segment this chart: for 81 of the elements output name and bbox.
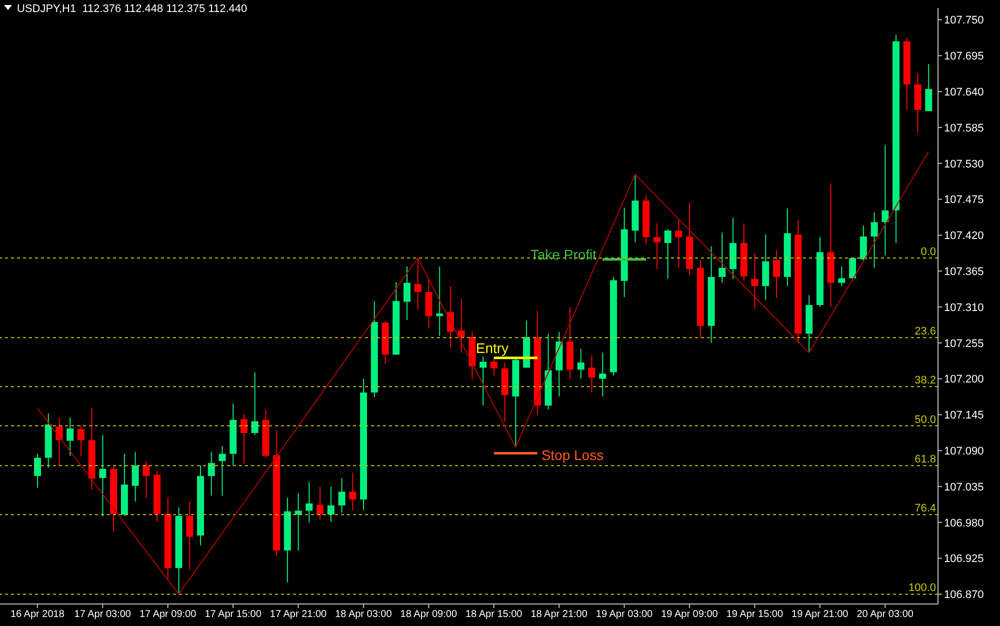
candlestick — [480, 356, 487, 406]
candlestick — [925, 64, 932, 112]
candlestick — [751, 252, 758, 310]
y-tick-label: 107.420 — [944, 230, 984, 242]
annotation: 76.4 — [914, 502, 936, 515]
candlestick — [306, 481, 313, 523]
y-tick-label: 107.530 — [944, 158, 984, 170]
candlestick — [490, 358, 498, 376]
candlestick — [653, 222, 660, 270]
candlestick — [349, 472, 356, 512]
candlestick — [34, 453, 41, 488]
candlestick — [240, 414, 248, 464]
candlestick — [327, 486, 334, 522]
candlestick — [664, 228, 672, 280]
x-tick-label: 19 Apr 21:00 — [792, 609, 849, 620]
y-tick-label: 107.090 — [944, 446, 984, 458]
ref-line-label: Entry — [476, 340, 509, 356]
candlestick — [588, 354, 596, 393]
x-tick-label: 18 Apr 03:00 — [335, 609, 392, 620]
candlestick — [66, 416, 74, 456]
candlestick — [577, 348, 584, 380]
y-tick-label: 107.585 — [944, 122, 984, 134]
x-tick-label: 18 Apr 21:00 — [530, 609, 588, 620]
candlestick — [882, 144, 889, 256]
candlestick — [446, 286, 454, 348]
ref-line-label: Stop Loss — [541, 447, 604, 464]
x-tick-label: 17 Apr 15:00 — [204, 609, 262, 620]
candlestick — [99, 434, 106, 518]
candlestick — [860, 224, 867, 262]
candlestick — [870, 212, 878, 268]
candlestick — [132, 451, 139, 502]
y-tick-label: 107.750 — [944, 14, 984, 27]
y-tick-label: 107.310 — [944, 302, 984, 314]
y-tick-label: 107.695 — [944, 50, 984, 63]
y-tick-label: 107.475 — [944, 194, 984, 206]
candlestick — [849, 258, 856, 282]
candlestick — [208, 451, 215, 496]
candlestick — [436, 266, 444, 336]
y-tick-label: 107.640 — [944, 86, 984, 98]
annotation: 61.8 — [914, 454, 936, 466]
candlestick — [142, 460, 150, 498]
y-tick-label: 107.145 — [944, 410, 984, 422]
x-tick-label: 20 Apr 03:00 — [856, 609, 914, 620]
candlestick — [218, 446, 226, 496]
x-tick-label: 17 Apr 21:00 — [270, 609, 328, 620]
annotation: 100.0 — [908, 582, 936, 594]
annotation: 0.0 — [920, 246, 936, 258]
candlestick — [77, 424, 84, 456]
candlestick — [414, 258, 422, 310]
candlestick — [772, 250, 780, 298]
annotation: 50.0 — [914, 414, 936, 426]
candlestick — [186, 501, 194, 570]
x-tick-label: 18 Apr 15:00 — [466, 609, 523, 620]
annotation: 23.6 — [914, 326, 936, 338]
candlestick — [675, 219, 682, 268]
x-tick-label: 19 Apr 03:00 — [596, 609, 654, 620]
candlestick — [718, 232, 726, 284]
x-tick-label: 18 Apr 09:00 — [400, 609, 458, 620]
candlestick — [838, 266, 846, 287]
ref-line-label: Take Profit — [530, 246, 597, 262]
candlestick — [294, 492, 302, 551]
candlestick — [599, 352, 606, 397]
annotation: 38.2 — [914, 374, 936, 387]
x-tick-label: 16 Apr 2018 — [10, 609, 65, 620]
y-tick-label: 107.200 — [944, 374, 984, 386]
y-tick-label: 106.980 — [944, 517, 984, 530]
x-tick-label: 19 Apr 09:00 — [661, 609, 718, 620]
chart-title: USDJPY,H1 112.376 112.448 112.375 112.440 — [17, 3, 248, 15]
candlestick — [338, 478, 346, 514]
x-tick-label: 19 Apr 15:00 — [726, 609, 784, 620]
candlestick — [458, 298, 465, 354]
x-tick-label: 17 Apr 03:00 — [74, 609, 132, 620]
y-tick-label: 107.365 — [944, 266, 984, 278]
y-tick-label: 106.870 — [944, 589, 984, 602]
candlestick — [403, 266, 410, 321]
x-tick-label: 17 Apr 09:00 — [139, 609, 197, 620]
y-tick-label: 106.925 — [944, 553, 984, 566]
y-tick-label: 107.035 — [944, 481, 984, 494]
y-tick-label: 107.255 — [944, 338, 984, 350]
candlestick — [316, 486, 324, 520]
candlestick — [251, 372, 258, 436]
